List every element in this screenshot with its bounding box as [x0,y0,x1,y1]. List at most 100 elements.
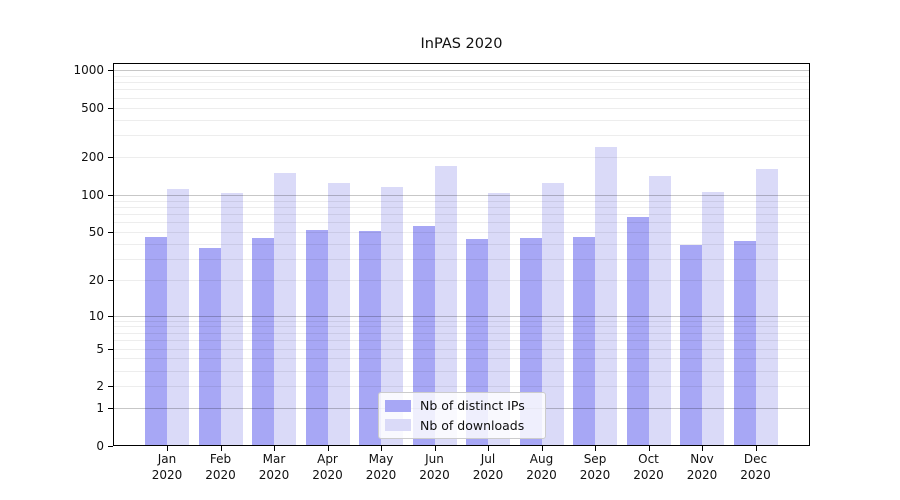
x-tick-month: Feb [209,452,232,466]
gridline-minor [113,232,810,234]
x-tick-label: Mar 2020 [242,452,306,483]
legend: Nb of distinct IPs Nb of downloads [378,392,546,439]
gridline-minor [113,340,810,342]
gridline-minor [113,320,810,322]
x-tick-year: 2020 [579,467,611,482]
legend-label-downloads: Nb of downloads [420,417,525,433]
gridline-minor [113,107,810,109]
x-tick-year: 2020 [472,467,504,482]
x-tick [595,446,596,451]
y-tick-label: 50 [88,225,104,240]
gridline-minor [113,222,810,224]
x-tick-label: Oct 2020 [617,452,681,483]
y-tick-label: 100 [81,187,104,202]
y-tick [108,280,113,282]
bar-distinct-ips [573,236,595,446]
legend-swatch-distinct-ips-icon [385,399,411,412]
x-tick [541,446,543,451]
x-tick-year: 2020 [740,467,771,482]
bar-distinct-ips [198,248,221,446]
y-tick-label: 20 [88,273,104,288]
bar-downloads [488,193,510,446]
x-tick-label: Sep 2020 [563,452,627,483]
y-tick-label: 2 [96,379,104,394]
x-tick-year: 2020 [205,467,236,482]
gridline-major [113,315,810,317]
gridline-minor [113,370,810,372]
bar-downloads [595,147,617,446]
y-tick-label: 0 [96,439,104,453]
x-tick-year: 2020 [686,467,718,482]
x-tick [755,446,757,451]
legend-swatch-downloads-icon [385,419,411,432]
x-tick-year: 2020 [258,467,290,482]
gridline-minor [113,386,810,388]
bar-distinct-ips [145,236,167,446]
x-tick [648,446,650,451]
x-tick-month: May [368,452,394,466]
x-tick-label: Aug 2020 [510,452,574,483]
x-tick [327,446,329,451]
x-tick [488,446,489,451]
gridline-minor [113,119,810,121]
gridline-minor [113,259,810,261]
x-tick-label: Apr 2020 [296,452,360,483]
y-tick [108,232,113,234]
y-tick [108,446,113,447]
y-tick [108,194,113,196]
x-tick-year: 2020 [365,467,397,482]
gridline-minor [113,348,810,350]
x-tick-month: Sep [583,452,607,466]
x-tick-month: Aug [529,452,554,466]
x-tick-month: Oct [638,452,659,466]
gridline-major [113,70,810,72]
x-tick [434,446,436,451]
y-tick-label: 500 [81,100,104,115]
gridline-minor [113,280,810,282]
chart-title: InPAS 2020 [420,36,503,52]
bar-downloads [327,183,350,446]
legend-item-distinct-ips: Nb of distinct IPs [385,398,539,413]
bar-downloads [434,165,457,446]
x-tick-year: 2020 [419,467,450,482]
x-tick-month: Apr [317,452,338,466]
x-tick-year: 2020 [633,467,664,482]
x-tick-year: 2020 [526,467,557,482]
x-tick-label: May 2020 [349,452,413,483]
x-tick-month: Nov [690,452,714,466]
gridline-minor [113,200,810,202]
bar-distinct-ips [359,231,381,446]
gridline-minor [113,135,810,137]
gridline-minor [113,75,810,77]
bar-distinct-ips [733,241,756,446]
legend-item-downloads: Nb of downloads [385,418,539,433]
x-tick-month: Dec [743,452,768,466]
gridline-minor [113,82,810,84]
gridline-minor [113,214,810,216]
x-tick-month: Jan [157,452,177,466]
y-tick [108,386,113,388]
bar-downloads [381,187,403,446]
bar-distinct-ips [412,226,435,446]
bar-downloads [274,172,296,446]
x-tick [167,446,168,451]
x-tick-label: Feb 2020 [189,452,253,483]
x-tick-label: Jan 2020 [135,452,199,483]
x-tick-month: Jul [480,452,496,466]
bar-distinct-ips [252,237,274,446]
x-tick-label: Jul 2020 [456,452,520,483]
gridline-minor [113,332,810,334]
y-tick [108,107,113,109]
x-tick [274,446,275,451]
bar-downloads [541,183,564,446]
bar-downloads [648,175,671,446]
bar-distinct-ips [305,229,328,446]
x-tick-label: Nov 2020 [670,452,734,483]
x-tick-year: 2020 [151,467,183,482]
x-tick-label: Dec 2020 [724,452,788,483]
gridline-minor [113,326,810,328]
x-tick-label: Jun 2020 [403,452,467,483]
y-tick-label: 1 [96,401,104,416]
x-tick [702,446,703,451]
